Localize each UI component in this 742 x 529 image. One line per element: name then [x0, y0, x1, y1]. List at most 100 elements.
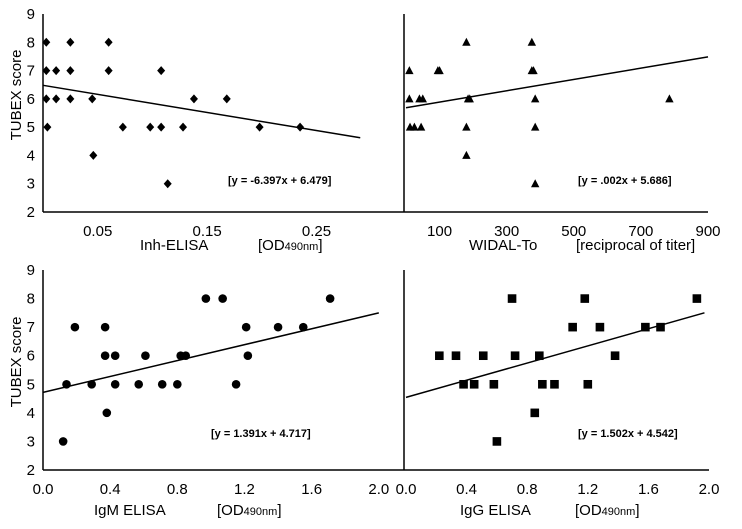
- igm-y-tick-label: 6: [27, 348, 35, 365]
- widal-data-points: [405, 37, 674, 188]
- igm-data-point: [325, 294, 335, 303]
- igg-x-tick-label: 1.6: [638, 481, 659, 498]
- igm-x-tick-label: 0.8: [167, 481, 188, 498]
- inh-data-point: [222, 94, 231, 104]
- igm-x-axis-unit: [OD490nm]: [217, 502, 281, 519]
- widal-data-point: [530, 122, 540, 131]
- widal-data-point: [435, 66, 444, 75]
- igg-x-axis-unit: [OD490nm]: [575, 502, 639, 519]
- inh-trend-line: [42, 84, 361, 139]
- widal-x-tick-label: 100: [427, 223, 452, 240]
- inh-data-point: [66, 37, 75, 47]
- inh-data-point: [146, 122, 155, 132]
- igm-y-tick-label: 8: [27, 291, 35, 308]
- inh-x-tick-labels: 0.05 0.15 0.25: [83, 223, 331, 240]
- inh-y-tick-label: 3: [27, 176, 35, 193]
- inh-data-point: [66, 66, 75, 76]
- widal-data-point: [410, 122, 419, 131]
- igg-x-tick-label: 0.4: [456, 481, 477, 498]
- igm-y-tick-label: 7: [27, 319, 35, 336]
- inh-x-axis-unit: [OD490nm]: [258, 237, 322, 254]
- igm-y-tick-labels: 2 3 4 5 6 7 8 9: [27, 262, 35, 479]
- igg-x-tick-label: 2.0: [699, 481, 720, 498]
- igm-x-axis-label: IgM ELISA: [94, 502, 166, 519]
- igg-x-tick-labels: 0.0 0.4 0.8 1.2 1.6 2.0: [396, 481, 720, 498]
- igg-data-point: [641, 322, 650, 332]
- inh-data-point: [66, 94, 75, 104]
- igm-data-point: [243, 351, 253, 361]
- inh-y-axis-label: TUBEX score: [8, 50, 25, 141]
- inh-x-tick-label: 0.25: [302, 223, 331, 240]
- inh-data-point: [104, 37, 113, 47]
- widal-data-point: [416, 122, 426, 131]
- igg-x-tick-label: 0.8: [517, 481, 538, 498]
- inh-data-point: [118, 122, 127, 132]
- inh-y-tick-label: 9: [27, 6, 35, 23]
- igg-data-point: [535, 351, 544, 361]
- igm-y-tick-label: 9: [27, 262, 35, 279]
- inh-y-tick-label: 8: [27, 34, 35, 51]
- inh-data-point: [42, 37, 51, 47]
- inh-data-point: [89, 150, 98, 160]
- igg-data-point: [550, 379, 559, 389]
- panel-igg-elisa: 0.0 0.4 0.8 1.2 1.6 2.0 [y = 1.502x + 4.542] …: [396, 270, 720, 519]
- igm-data-point: [157, 379, 167, 389]
- widal-regression-equation: [y = .002x + 5.686]: [578, 175, 672, 187]
- inh-data-point: [52, 66, 61, 76]
- igm-y-tick-label: 2: [27, 462, 35, 479]
- igg-data-point: [610, 351, 620, 361]
- igg-data-point: [538, 379, 547, 389]
- inh-data-point: [189, 94, 198, 104]
- igm-data-point: [201, 294, 211, 303]
- igm-y-tick-label: 3: [27, 433, 35, 450]
- inh-y-tick-labels: 2 3 4 5 6 7 8 9: [27, 6, 35, 221]
- widal-x-tick-labels: 100 300 500 700 900: [427, 223, 720, 240]
- widal-data-point: [405, 94, 414, 103]
- widal-data-point: [462, 37, 471, 46]
- widal-data-point: [465, 94, 474, 103]
- widal-x-tick-label: 300: [494, 223, 519, 240]
- igm-data-point: [218, 294, 227, 303]
- igg-trend-line: [405, 312, 705, 399]
- igm-data-point: [241, 322, 251, 332]
- igg-data-point: [478, 351, 488, 361]
- widal-data-point: [527, 37, 537, 46]
- igg-data-points: [435, 294, 702, 446]
- inh-data-point: [157, 122, 166, 132]
- igm-data-point: [110, 379, 120, 389]
- igm-y-axis-label: TUBEX score: [8, 317, 25, 408]
- igg-data-point: [489, 379, 499, 389]
- widal-data-point: [462, 122, 471, 131]
- igm-data-point: [102, 408, 112, 418]
- widal-x-tick-label: 700: [628, 223, 653, 240]
- inh-y-tick-label: 6: [27, 91, 35, 108]
- inh-data-point: [104, 66, 113, 76]
- igm-data-point: [173, 379, 182, 389]
- igm-data-points: [58, 294, 335, 446]
- panel-inh-elisa: TUBEX score 2 3 4 5 6 7 8 9 0.05 0.15 0.25 [y = -…: [8, 6, 404, 254]
- inh-x-tick-label: 0.15: [192, 223, 221, 240]
- inh-x-tick-label: 0.05: [83, 223, 112, 240]
- igm-data-point: [70, 322, 80, 332]
- igm-trend-line: [42, 312, 379, 394]
- widal-data-point: [405, 66, 414, 75]
- igm-y-tick-label: 5: [27, 376, 35, 393]
- igg-data-point: [656, 322, 665, 332]
- inh-data-point: [42, 94, 51, 104]
- widal-data-point: [529, 66, 538, 75]
- inh-data-point: [43, 122, 52, 132]
- igm-x-tick-label: 0.0: [33, 481, 54, 498]
- igg-data-point: [451, 351, 461, 361]
- widal-trend-line: [405, 56, 709, 109]
- inh-data-point: [255, 122, 264, 132]
- widal-data-point: [665, 94, 674, 103]
- inh-x-axis-label: Inh-ELISA: [140, 237, 208, 254]
- inh-data-point: [88, 94, 97, 104]
- igg-data-point: [692, 294, 702, 303]
- igg-data-point: [568, 322, 577, 332]
- igg-x-axis-label: IgG ELISA: [460, 502, 531, 519]
- igm-x-tick-label: 1.2: [234, 481, 255, 498]
- igm-data-point: [100, 322, 110, 332]
- igg-regression-equation: [y = 1.502x + 4.542]: [578, 428, 678, 440]
